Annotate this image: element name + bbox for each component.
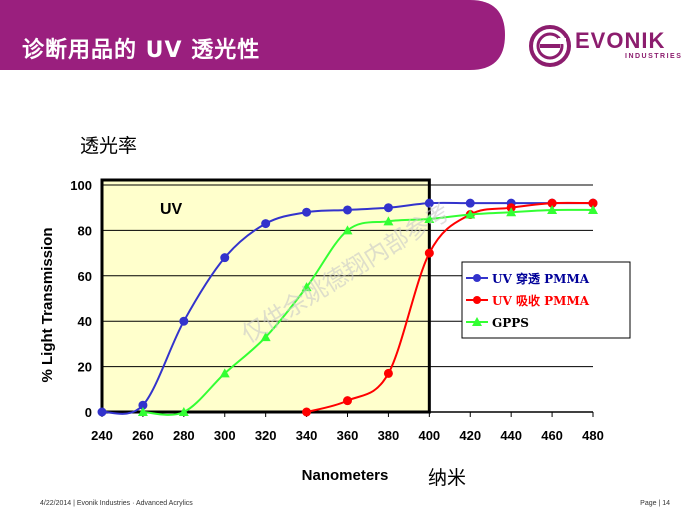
y-tick-label: 80 [78, 223, 92, 238]
evonik-logo-icon [529, 25, 571, 67]
data-point [260, 332, 271, 342]
y-tick-label: 100 [70, 178, 92, 193]
data-point [302, 207, 312, 217]
data-point [424, 198, 434, 208]
data-point [178, 407, 189, 416]
legend-marker [472, 317, 482, 326]
y-tick-label: 40 [78, 314, 92, 329]
data-point [383, 203, 393, 213]
data-point [97, 407, 107, 417]
data-point [588, 204, 598, 214]
x-axis-title-cn: 纳米 [428, 467, 466, 489]
legend-marker [473, 274, 481, 282]
y-tick-label: 60 [78, 269, 92, 284]
data-point [220, 253, 230, 263]
x-tick-label: 380 [378, 428, 400, 443]
x-tick-label: 360 [337, 428, 359, 443]
data-point [383, 368, 393, 378]
data-point [424, 214, 435, 224]
data-point [547, 204, 558, 214]
uv-region-label: UV [160, 201, 183, 218]
data-point [343, 205, 352, 215]
data-point [137, 407, 148, 416]
x-tick-label: 320 [255, 428, 277, 443]
legend-label: UV 吸收 PMMA [492, 293, 590, 308]
data-point [506, 207, 517, 217]
x-tick-label: 240 [91, 428, 113, 443]
logo-subtext: INDUSTRIES [625, 53, 683, 60]
footer-date: 4/22/2014 | Evonik Industries · Advanced… [40, 500, 193, 507]
y-tick-label: 0 [85, 405, 92, 420]
data-point [261, 219, 271, 229]
x-axis-title: Nanometers [302, 467, 389, 484]
data-point [465, 198, 475, 208]
x-tick-label: 300 [214, 428, 236, 443]
x-tick-label: 440 [500, 428, 522, 443]
y-axis-title-cn: 透光率 [80, 135, 137, 157]
data-point [465, 209, 476, 219]
x-tick-label: 480 [582, 428, 604, 443]
data-point [342, 225, 353, 235]
x-tick-label: 260 [132, 428, 154, 443]
y-axis-title: % Light Transmission [39, 227, 56, 382]
x-tick-label: 460 [541, 428, 563, 443]
data-point [302, 407, 312, 417]
logo-text: EVONIK [575, 28, 666, 53]
header-banner [0, 0, 505, 70]
legend-label: UV 穿透 PMMA [492, 271, 590, 286]
x-tick-label: 400 [418, 428, 440, 443]
legend-label: GPPS [492, 316, 529, 330]
data-point [219, 368, 230, 378]
x-tick-label: 420 [459, 428, 481, 443]
data-point [383, 216, 394, 226]
footer-page: Page | 14 [640, 500, 670, 507]
data-point [179, 316, 189, 326]
y-tick-label: 20 [78, 360, 92, 375]
legend-box [461, 261, 631, 339]
x-tick-label: 280 [173, 428, 195, 443]
page-title: 诊断用品的 UV 透光性 [22, 38, 261, 63]
data-point [424, 248, 434, 258]
uv-region [100, 178, 431, 414]
legend-marker [473, 296, 481, 304]
x-tick-label: 340 [296, 428, 318, 443]
data-point [343, 396, 352, 406]
series-line-1 [306, 201, 594, 413]
data-point [301, 282, 312, 292]
